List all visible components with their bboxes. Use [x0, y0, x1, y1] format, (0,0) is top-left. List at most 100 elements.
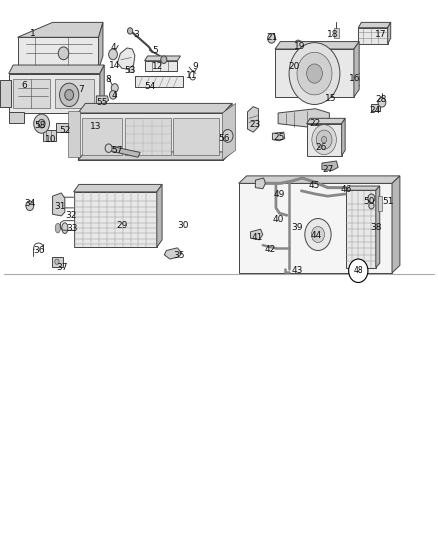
Text: 46: 46 [340, 185, 352, 194]
Polygon shape [99, 22, 103, 69]
Text: 14: 14 [109, 61, 120, 69]
Ellipse shape [62, 223, 68, 233]
Polygon shape [287, 54, 299, 66]
Text: 56: 56 [219, 134, 230, 143]
Bar [334, 28, 339, 38]
Ellipse shape [89, 122, 102, 132]
Bar [82, 118, 122, 155]
Polygon shape [251, 229, 263, 240]
Circle shape [268, 34, 276, 43]
Ellipse shape [55, 223, 60, 233]
Text: 55: 55 [96, 98, 107, 107]
Circle shape [26, 201, 34, 211]
Text: 50: 50 [363, 197, 374, 206]
Text: 28: 28 [375, 95, 387, 103]
Polygon shape [278, 109, 329, 128]
Text: 9: 9 [192, 62, 198, 70]
Text: 26: 26 [315, 143, 326, 151]
Bar [128, 63, 133, 72]
Polygon shape [255, 178, 265, 189]
Circle shape [161, 56, 167, 63]
Bar [125, 118, 171, 155]
Text: 6: 6 [21, 81, 27, 90]
Text: 35: 35 [173, 252, 184, 260]
Polygon shape [322, 161, 338, 171]
Text: 38: 38 [370, 223, 381, 231]
Text: 13: 13 [90, 123, 101, 131]
Polygon shape [346, 190, 376, 268]
Circle shape [110, 91, 117, 99]
Circle shape [111, 84, 118, 92]
Polygon shape [223, 103, 232, 160]
Polygon shape [307, 118, 345, 124]
Text: 7: 7 [78, 85, 84, 94]
Polygon shape [0, 80, 11, 107]
Polygon shape [376, 186, 380, 268]
Polygon shape [272, 132, 285, 141]
Bar [56, 123, 68, 132]
Text: 58: 58 [35, 122, 46, 130]
Polygon shape [100, 65, 104, 113]
Polygon shape [164, 248, 182, 259]
Text: 5: 5 [152, 46, 159, 55]
Polygon shape [388, 22, 391, 44]
Polygon shape [392, 176, 400, 273]
Circle shape [223, 130, 233, 142]
Polygon shape [107, 146, 140, 157]
Circle shape [305, 219, 331, 251]
Text: 4: 4 [110, 44, 116, 52]
Bar [55, 79, 94, 108]
Polygon shape [223, 103, 236, 160]
Polygon shape [9, 74, 100, 113]
Text: 41: 41 [252, 233, 263, 242]
Circle shape [321, 136, 327, 143]
Text: 43: 43 [291, 266, 303, 275]
Text: 39: 39 [291, 223, 303, 231]
Polygon shape [346, 186, 380, 190]
Text: 18: 18 [327, 30, 339, 38]
Circle shape [65, 90, 74, 100]
Text: 54: 54 [144, 82, 155, 91]
Circle shape [307, 64, 322, 83]
Circle shape [105, 144, 112, 152]
Ellipse shape [57, 196, 64, 209]
Polygon shape [275, 49, 354, 97]
Bar [18, 68, 27, 74]
Circle shape [312, 125, 336, 155]
Text: 37: 37 [57, 263, 68, 272]
Circle shape [316, 130, 332, 149]
Polygon shape [135, 76, 183, 87]
Bar [378, 196, 382, 211]
Polygon shape [354, 42, 359, 97]
Polygon shape [74, 192, 157, 247]
Polygon shape [117, 48, 135, 69]
Bar [81, 68, 91, 74]
Text: 52: 52 [59, 126, 71, 134]
Polygon shape [291, 40, 306, 54]
Text: 42: 42 [265, 245, 276, 254]
Text: 20: 20 [289, 62, 300, 70]
Polygon shape [157, 184, 162, 247]
Text: 8: 8 [106, 76, 112, 84]
Polygon shape [78, 152, 232, 160]
Text: 48: 48 [353, 266, 363, 275]
Circle shape [289, 43, 340, 104]
Polygon shape [74, 184, 162, 192]
Text: 33: 33 [67, 224, 78, 232]
Text: 16: 16 [349, 75, 360, 83]
Polygon shape [342, 118, 345, 156]
Text: 34: 34 [24, 199, 35, 208]
Polygon shape [358, 28, 388, 44]
Text: 21: 21 [266, 33, 277, 42]
Polygon shape [78, 103, 232, 113]
Polygon shape [145, 56, 180, 61]
Text: 15: 15 [325, 94, 336, 102]
Text: 32: 32 [65, 211, 77, 220]
Text: 31: 31 [55, 203, 66, 211]
Circle shape [58, 47, 69, 60]
Text: 4: 4 [112, 92, 117, 100]
Text: 23: 23 [249, 120, 261, 129]
Circle shape [55, 259, 59, 264]
Polygon shape [145, 61, 177, 71]
Text: 29: 29 [116, 222, 127, 230]
